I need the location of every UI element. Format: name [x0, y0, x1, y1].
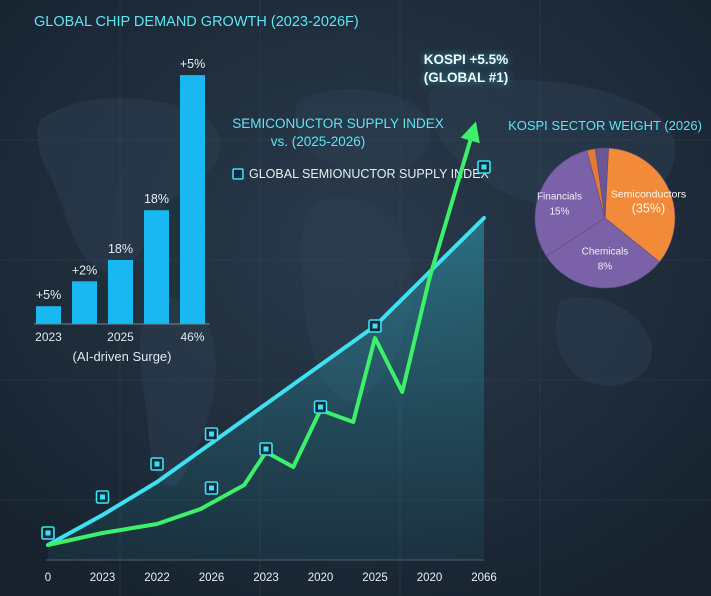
bar-chart-subtitle: (AI-driven Surge) — [73, 349, 172, 364]
pie-label-1: Chemicals — [582, 247, 629, 258]
line-x-tick-3: 2026 — [199, 572, 225, 584]
line-x-tick-4: 2023 — [253, 572, 279, 584]
bar-data-label-1: +2% — [72, 263, 97, 277]
line-x-tick-1: 2023 — [90, 572, 116, 584]
chip-demand-bar-chart: GLOBAL CHIP DEMAND GROWTH (2023-2026F) +… — [34, 14, 359, 364]
chip-marker-core-6 — [318, 404, 323, 410]
pie-slice-0 — [604, 147, 676, 263]
line-x-tick-7: 2020 — [417, 572, 443, 584]
line-chart-subtitle: vs. (2025-2026) — [271, 134, 366, 149]
pie-chart-title: KOSPI SECTOR WEIGHT (2026) — [508, 118, 702, 133]
chip-marker-core-7 — [372, 323, 378, 329]
pie-slice-2 — [534, 150, 606, 257]
bar-data-label-2: 18% — [108, 242, 133, 256]
bar-data-label-3: 18% — [144, 192, 169, 206]
line-x-tick-8: 2066 — [471, 572, 497, 584]
bar-data-label-0: +5% — [36, 288, 61, 302]
legend: GLOBAL SEMIONUCTOR SUPPLY INDEX — [232, 167, 490, 181]
annotation-line1: KOSPI +5.5% — [424, 52, 508, 67]
legend-chip-icon — [232, 168, 244, 180]
series-line-0 — [46, 216, 486, 547]
pie-value-2: 15% — [549, 207, 569, 218]
bar-chart-title: GLOBAL CHIP DEMAND GROWTH (2023-2026F) — [34, 14, 359, 30]
line-chart-title: SEMICONUCTOR SUPPLY INDEX — [232, 116, 444, 131]
line-x-tick-2: 2022 — [144, 572, 170, 584]
chip-marker-core-0 — [45, 530, 51, 536]
world-map-decoration — [37, 79, 676, 487]
line-x-tick-0: 0 — [45, 572, 51, 584]
chip-marker-core-1 — [100, 494, 105, 500]
pie-label-0: Semiconductors — [611, 188, 686, 200]
bar-3 — [144, 210, 169, 324]
bar-4 — [180, 75, 205, 324]
line-x-tick-5: 2020 — [308, 572, 334, 584]
chip-marker-core-8 — [481, 164, 487, 170]
chip-marker-core-5 — [263, 446, 269, 452]
annotation-line2: (GLOBAL #1) — [424, 70, 509, 85]
line-x-tick-6: 2025 — [362, 572, 388, 584]
bar-x-tick-4: 46% — [180, 330, 204, 344]
pie-label-2: Financials — [537, 192, 582, 203]
chip-marker-core-4 — [209, 485, 214, 491]
pie-value-0: (35%) — [632, 201, 665, 215]
bar-x-tick-0: 2023 — [35, 330, 62, 344]
chip-marker-core-3 — [209, 431, 214, 437]
series-line-1 — [46, 121, 480, 547]
kospi-annotation: KOSPI +5.5% (GLOBAL #1) — [424, 52, 509, 85]
legend-label: GLOBAL SEMIONUCTOR SUPPLY INDEX — [249, 167, 490, 181]
pie-slice-4 — [594, 147, 609, 219]
bar-x-tick-2: 2025 — [107, 330, 134, 344]
area-fill — [48, 218, 484, 560]
bar-1 — [72, 281, 97, 324]
bar-2 — [108, 260, 133, 324]
pie-value-1: 8% — [598, 262, 613, 273]
supply-index-line-chart: SEMICONUCTOR SUPPLY INDEX vs. (2025-2026… — [41, 52, 509, 584]
chip-marker-core-2 — [154, 461, 160, 467]
bar-data-label-4: +5% — [180, 57, 205, 71]
kospi-sector-pie-chart: KOSPI SECTOR WEIGHT (2026) Semiconductor… — [508, 118, 702, 289]
bar-0 — [36, 306, 61, 324]
pie-slice-1 — [545, 217, 660, 289]
